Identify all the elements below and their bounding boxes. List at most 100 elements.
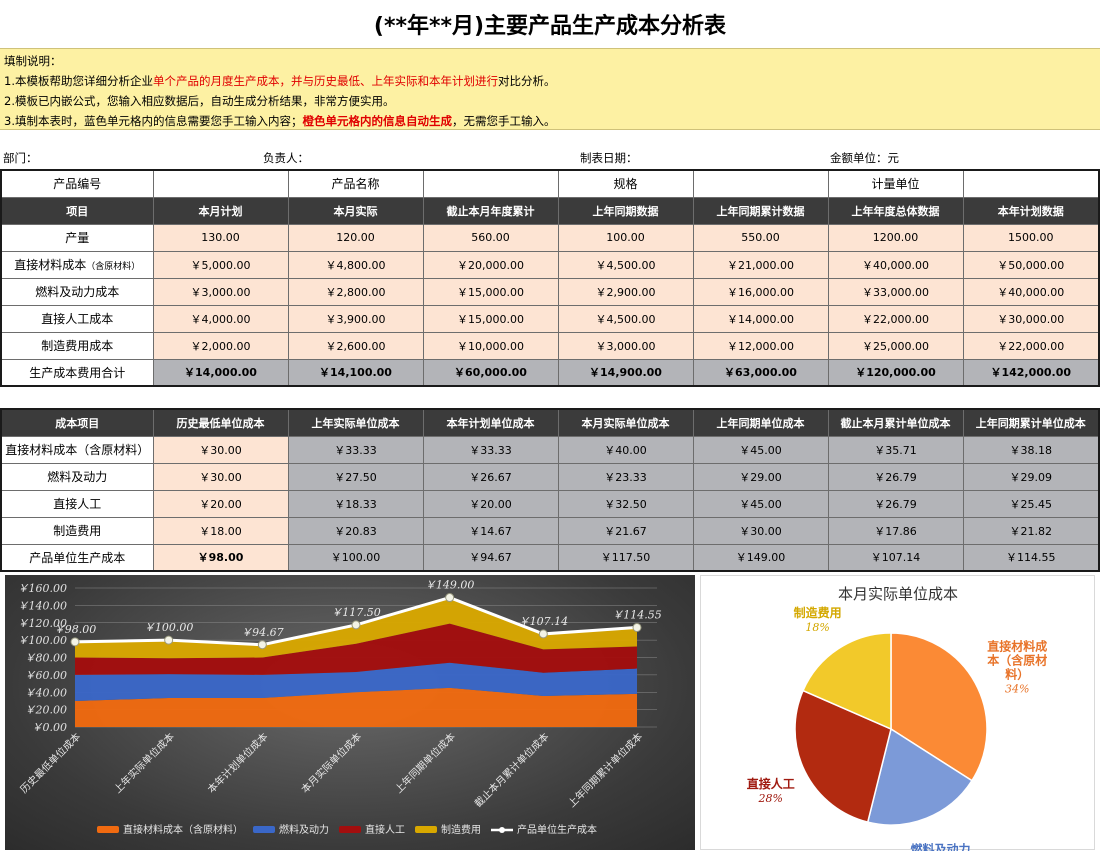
table-cell[interactable]: ￥45.00 [692, 435, 829, 464]
table-cell[interactable]: ￥2,600.00 [287, 331, 424, 360]
column-header: 项目 [0, 196, 154, 225]
table-cell[interactable]: ￥4,800.00 [287, 250, 424, 279]
table-cell[interactable]: ￥40,000.00 [962, 277, 1100, 306]
total-cell[interactable]: ￥142,000.00 [962, 358, 1100, 387]
table-cell[interactable]: ￥5,000.00 [152, 250, 289, 279]
table-cell[interactable]: ￥17.86 [827, 516, 964, 545]
column-header: 本月实际单位成本 [557, 408, 694, 437]
total-cell[interactable]: ￥117.50 [557, 543, 694, 572]
table-cell[interactable]: ￥3,900.00 [287, 304, 424, 333]
table-cell[interactable]: ￥22,000.00 [827, 304, 964, 333]
legend-label: 制造费用 [441, 823, 481, 836]
legend-swatch [339, 826, 361, 833]
table-cell[interactable]: 120.00 [287, 223, 424, 252]
pie-label: 料） [1005, 667, 1029, 682]
table-cell[interactable]: ￥26.79 [827, 462, 964, 491]
table-cell[interactable]: ￥50,000.00 [962, 250, 1100, 279]
table-cell[interactable]: ￥33.33 [287, 435, 424, 464]
table-cell[interactable]: ￥40,000.00 [827, 250, 964, 279]
instruction-text: 1.本模板帮助您详细分析企业 [4, 74, 153, 88]
table-cell[interactable]: ￥20.00 [422, 489, 559, 518]
total-cell[interactable]: ￥63,000.00 [692, 358, 829, 387]
total-cell[interactable]: ￥107.14 [827, 543, 964, 572]
total-cell[interactable]: ￥60,000.00 [422, 358, 559, 387]
stacked-area-chart[interactable]: ￥0.00 ￥20.00 ￥40.00 ￥60.00 ￥80.00 ￥100.00 ￥120… [5, 575, 695, 850]
legend-marker [499, 827, 505, 833]
column-header: 成本项目 [0, 408, 154, 437]
row-label: 直接材料成本（含原材料） [0, 435, 154, 464]
table-cell[interactable]: ￥22,000.00 [962, 331, 1100, 360]
table-cell[interactable]: ￥15,000.00 [422, 304, 559, 333]
table-cell[interactable]: ￥25,000.00 [827, 331, 964, 360]
line-point [445, 593, 455, 603]
table-cell[interactable]: ￥30.00 [152, 435, 289, 464]
table-cell[interactable]: ￥20.00 [152, 489, 289, 518]
table-cell[interactable]: 1500.00 [962, 223, 1100, 252]
y-tick-label: ￥20.00 [25, 704, 68, 717]
table-cell[interactable]: ￥14.67 [422, 516, 559, 545]
table-cell[interactable]: ￥10,000.00 [422, 331, 559, 360]
table-cell[interactable]: 560.00 [422, 223, 559, 252]
spec-cell[interactable] [692, 169, 829, 198]
table-cell[interactable]: ￥18.00 [152, 516, 289, 545]
product-name-cell[interactable] [422, 169, 559, 198]
pie-chart[interactable]: 本月实际单位成本直接材料成本（含原材料）34%燃料及动力20%直接人工28%制造… [700, 575, 1095, 860]
table-cell[interactable]: ￥30.00 [692, 516, 829, 545]
table-cell[interactable]: ￥20.83 [287, 516, 424, 545]
table-cell[interactable]: ￥3,000.00 [152, 277, 289, 306]
table-cell[interactable]: 100.00 [557, 223, 694, 252]
table-cell[interactable]: ￥2,900.00 [557, 277, 694, 306]
uom-cell[interactable] [962, 169, 1100, 198]
table-cell[interactable]: ￥33,000.00 [827, 277, 964, 306]
table-cell[interactable]: ￥18.33 [287, 489, 424, 518]
table-cell[interactable]: ￥26.67 [422, 462, 559, 491]
table-cell[interactable]: 130.00 [152, 223, 289, 252]
total-cell[interactable]: ￥98.00 [152, 543, 289, 572]
total-cell[interactable]: ￥149.00 [692, 543, 829, 572]
data-label: ￥98.00 [54, 623, 97, 636]
total-cell[interactable]: ￥94.67 [422, 543, 559, 572]
table-cell[interactable]: ￥16,000.00 [692, 277, 829, 306]
table-cell[interactable]: ￥35.71 [827, 435, 964, 464]
table-cell[interactable]: ￥29.09 [962, 462, 1100, 491]
table-cell[interactable]: ￥21.67 [557, 516, 694, 545]
table-cell[interactable]: ￥4,000.00 [152, 304, 289, 333]
y-tick-label: ￥40.00 [25, 686, 68, 699]
column-header: 本年计划单位成本 [422, 408, 559, 437]
total-cell[interactable]: ￥14,000.00 [152, 358, 289, 387]
total-cell[interactable]: ￥120,000.00 [827, 358, 964, 387]
total-cell[interactable]: ￥114.55 [962, 543, 1100, 572]
table-cell[interactable]: ￥26.79 [827, 489, 964, 518]
table-cell[interactable]: ￥4,500.00 [557, 304, 694, 333]
table-cell[interactable]: ￥25.45 [962, 489, 1100, 518]
table-cell[interactable]: 550.00 [692, 223, 829, 252]
table-cell[interactable]: ￥14,000.00 [692, 304, 829, 333]
table-cell[interactable]: ￥40.00 [557, 435, 694, 464]
total-cell[interactable]: ￥14,900.00 [557, 358, 694, 387]
product-code-cell[interactable] [152, 169, 289, 198]
column-header: 上年实际单位成本 [287, 408, 424, 437]
table-cell[interactable]: ￥30.00 [152, 462, 289, 491]
table-cell[interactable]: ￥30,000.00 [962, 304, 1100, 333]
table-cell[interactable]: 1200.00 [827, 223, 964, 252]
table-cell[interactable]: ￥27.50 [287, 462, 424, 491]
table-cell[interactable]: ￥3,000.00 [557, 331, 694, 360]
table-cell[interactable]: ￥32.50 [557, 489, 694, 518]
table-cell[interactable]: ￥15,000.00 [422, 277, 559, 306]
table-cell[interactable]: ￥21,000.00 [692, 250, 829, 279]
table-cell[interactable]: ￥4,500.00 [557, 250, 694, 279]
table-cell[interactable]: ￥2,800.00 [287, 277, 424, 306]
table-cell[interactable]: ￥12,000.00 [692, 331, 829, 360]
table-cell[interactable]: ￥45.00 [692, 489, 829, 518]
table-cell[interactable]: ￥38.18 [962, 435, 1100, 464]
table-cell[interactable]: ￥20,000.00 [422, 250, 559, 279]
total-cell[interactable]: ￥14,100.00 [287, 358, 424, 387]
table-cell[interactable]: ￥29.00 [692, 462, 829, 491]
instruction-text: ，无需您手工输入。 [451, 114, 556, 128]
area-chart-svg: ￥0.00 ￥20.00 ￥40.00 ￥60.00 ￥80.00 ￥100.00 ￥120… [17, 579, 661, 836]
total-cell[interactable]: ￥100.00 [287, 543, 424, 572]
table-cell[interactable]: ￥33.33 [422, 435, 559, 464]
table-cell[interactable]: ￥2,000.00 [152, 331, 289, 360]
table-cell[interactable]: ￥23.33 [557, 462, 694, 491]
table-cell[interactable]: ￥21.82 [962, 516, 1100, 545]
